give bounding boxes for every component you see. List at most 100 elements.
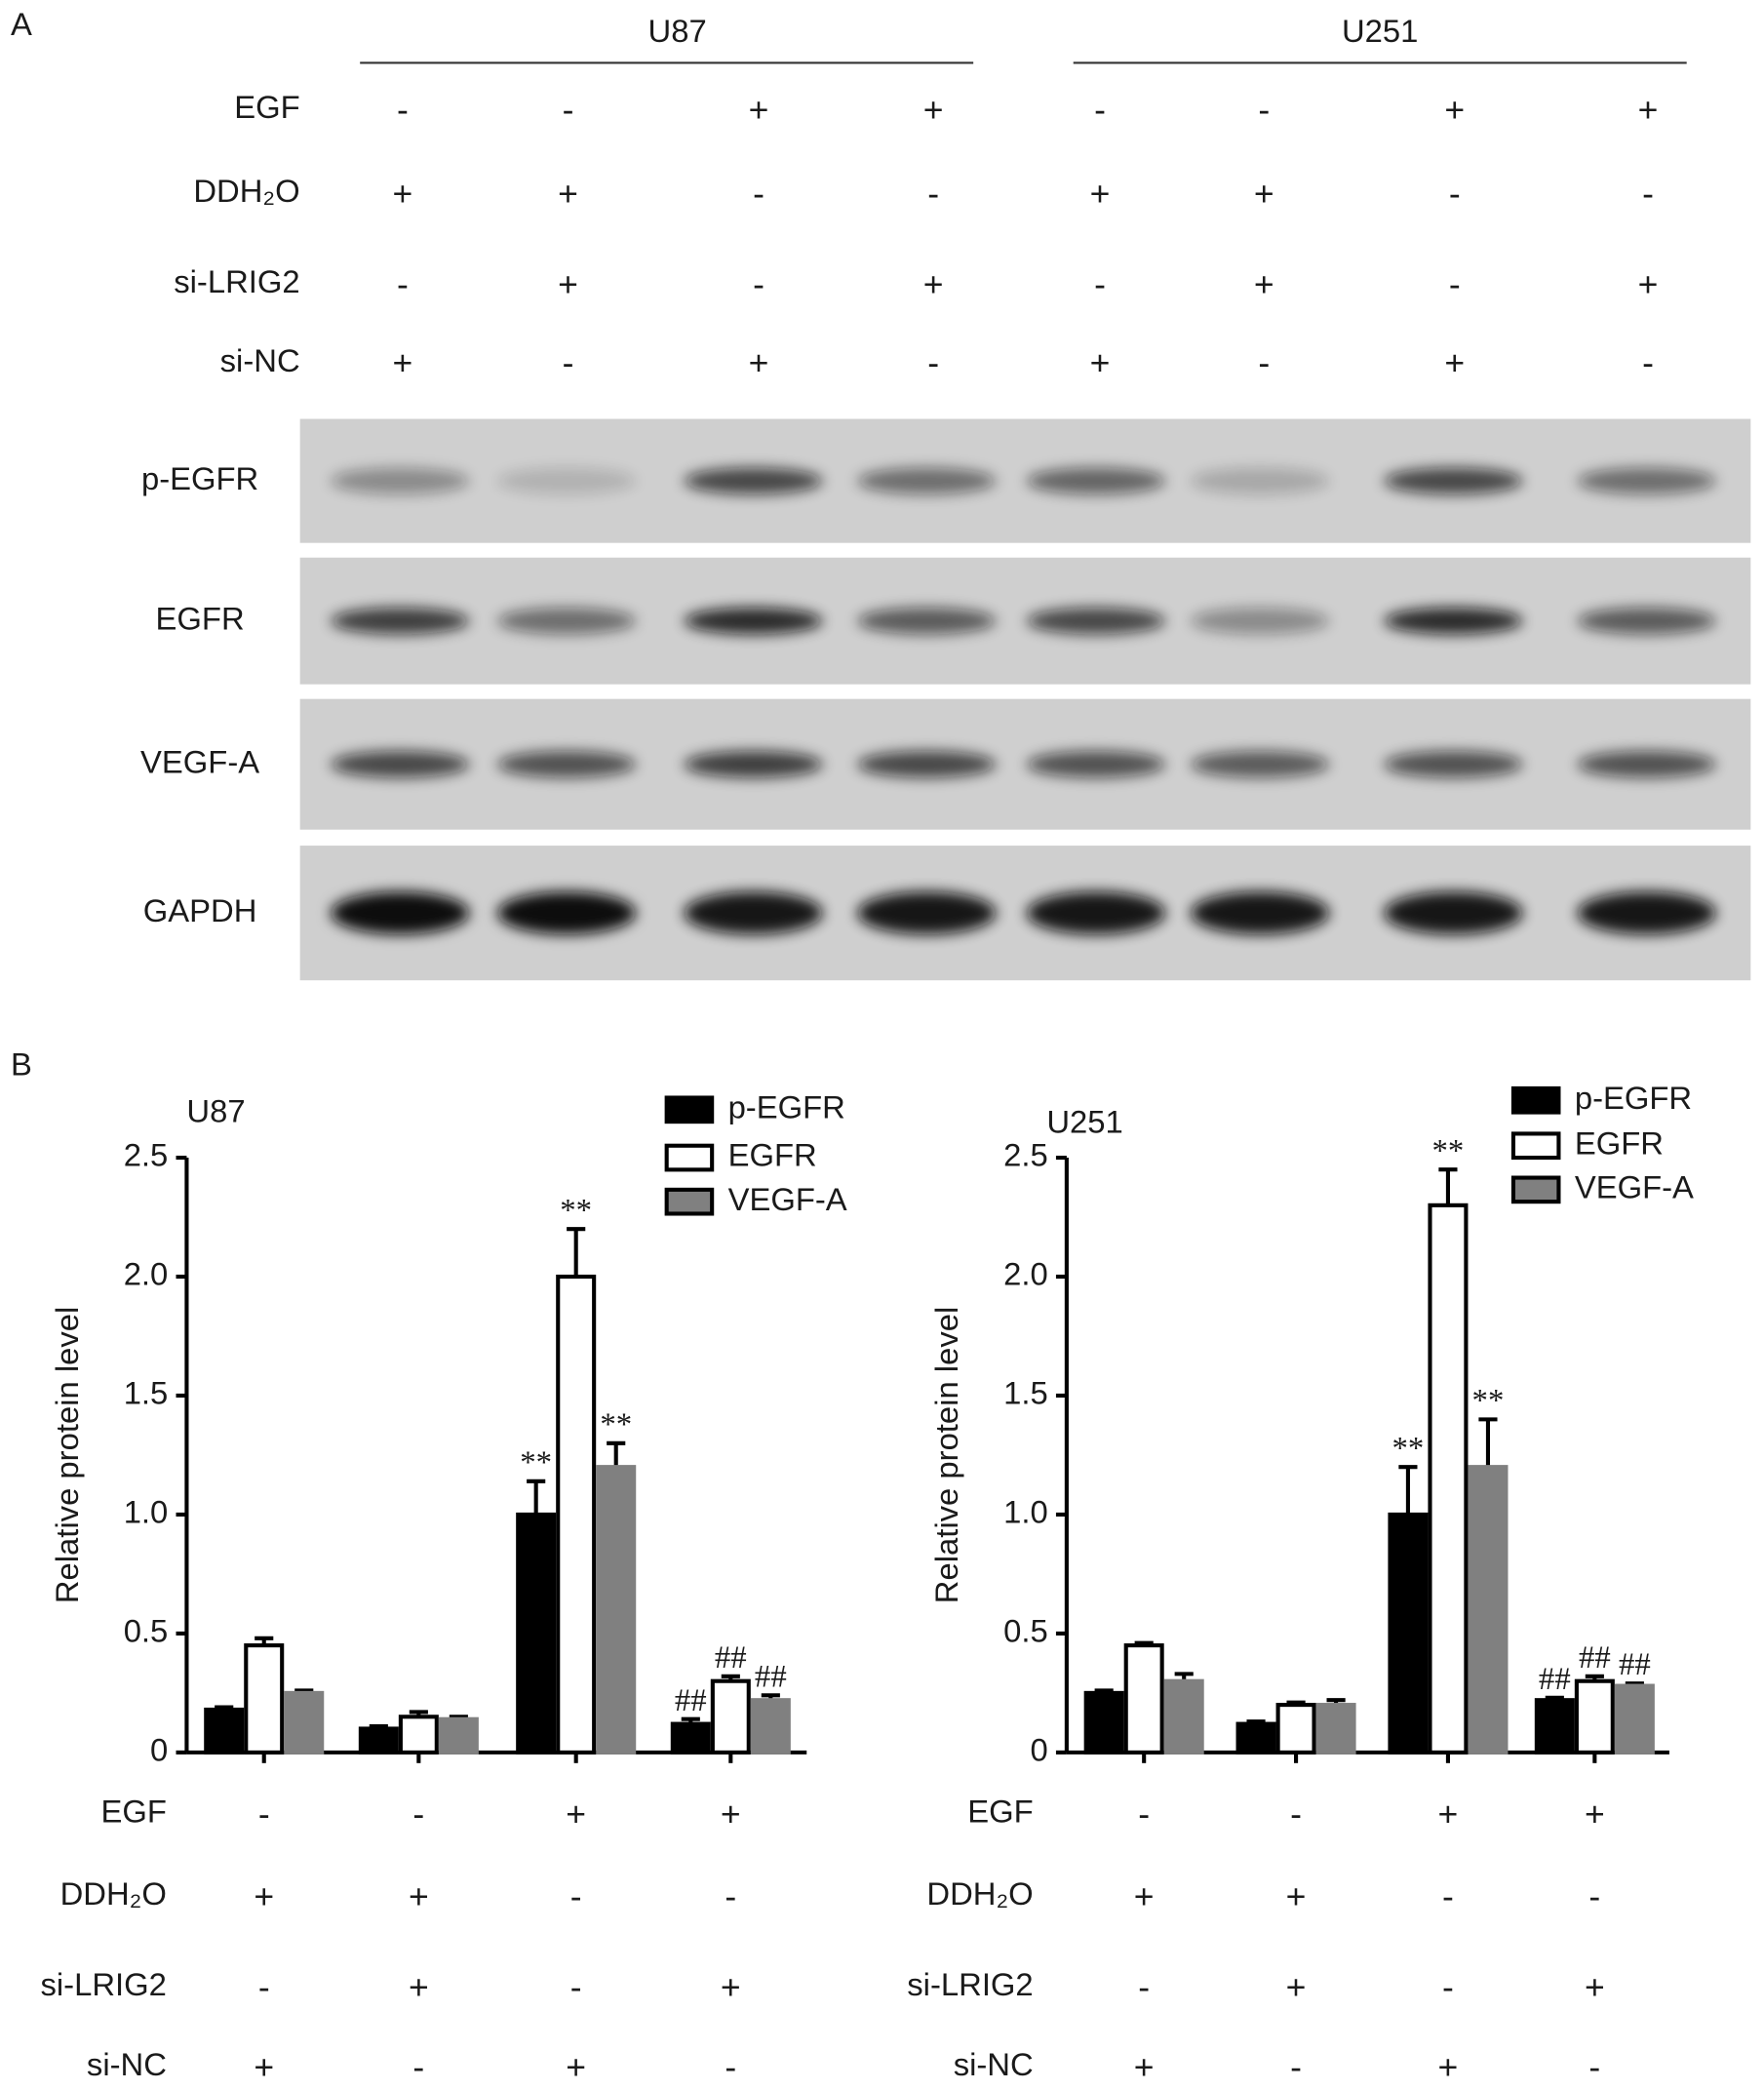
legend-label: p-EGFR — [728, 1088, 845, 1124]
blot-band — [684, 608, 823, 635]
blot-band — [857, 608, 997, 635]
condition-sign: + — [566, 2048, 586, 2087]
condition-label: si-LRIG2 — [41, 1966, 167, 2002]
condition-sign: - — [1094, 265, 1106, 304]
condition-sign: + — [558, 175, 578, 214]
bar — [1083, 1690, 1124, 1755]
condition-sign: - — [563, 343, 574, 382]
condition-sign: - — [258, 1794, 270, 1834]
blot-band — [497, 751, 637, 778]
y-tick-label: 1.0 — [1003, 1494, 1048, 1530]
blot-band — [1577, 467, 1716, 494]
condition-label: si-NC — [87, 2046, 167, 2082]
blot-band — [1384, 891, 1523, 935]
blot-band — [684, 751, 823, 778]
condition-sign: + — [923, 90, 944, 129]
condition-sign: - — [725, 1877, 736, 1916]
bar — [204, 1707, 245, 1755]
blot-band — [1026, 751, 1166, 778]
condition-sign: - — [1258, 90, 1270, 129]
band-label: GAPDH — [143, 892, 257, 928]
bar — [1235, 1721, 1276, 1755]
condition-label: DDH₂O — [60, 1875, 167, 1912]
bar — [556, 1274, 597, 1755]
blot-band — [684, 467, 823, 494]
condition-sign: + — [721, 1968, 741, 2007]
condition-sign: - — [753, 265, 764, 304]
bar — [710, 1678, 751, 1755]
blot-band — [1026, 467, 1166, 494]
condition-sign: - — [1290, 1794, 1302, 1834]
condition-sign: + — [1585, 1968, 1605, 2007]
condition-sign: + — [1090, 343, 1111, 382]
blot-band — [1577, 891, 1716, 935]
bar — [1574, 1678, 1615, 1755]
condition-sign: + — [1134, 2048, 1155, 2087]
bar — [1315, 1703, 1356, 1755]
legend-swatch — [1510, 1175, 1561, 1204]
blot-band — [1577, 608, 1716, 635]
condition-sign: - — [1258, 343, 1270, 382]
blot-band — [1191, 608, 1330, 635]
blot-band — [1026, 608, 1166, 635]
blot-band — [1384, 751, 1523, 778]
condition-sign: - — [927, 175, 939, 214]
cell-line-label: U87 — [648, 13, 707, 49]
significance-label: ** — [1432, 1133, 1465, 1168]
blot-band — [331, 891, 470, 935]
condition-sign: - — [1642, 343, 1654, 382]
condition-label: DDH₂O — [193, 173, 299, 209]
blot-band — [497, 608, 637, 635]
significance-label: ## — [1539, 1662, 1571, 1697]
blot-band — [684, 891, 823, 935]
condition-sign: - — [1588, 2048, 1600, 2087]
blot-band — [1026, 891, 1166, 935]
bar — [1534, 1698, 1575, 1755]
blot-band — [497, 891, 637, 935]
bar — [1468, 1465, 1509, 1755]
blot-band — [1191, 467, 1330, 494]
condition-sign: - — [927, 343, 939, 382]
legend-swatch — [664, 1143, 715, 1172]
condition-label: EGF — [100, 1793, 166, 1829]
y-tick-label: 2.5 — [124, 1137, 169, 1173]
condition-sign: + — [1286, 1968, 1307, 2007]
chart-title: U87 — [186, 1093, 245, 1129]
legend-swatch — [1510, 1131, 1561, 1161]
bar — [596, 1465, 637, 1755]
condition-sign: + — [749, 90, 769, 129]
condition-sign: + — [409, 1877, 429, 1916]
condition-sign: - — [753, 175, 764, 214]
condition-label: si-NC — [220, 342, 300, 378]
y-axis-label: Relative protein level — [928, 1307, 964, 1603]
chart-title: U251 — [1046, 1104, 1122, 1140]
band-label: VEGF-A — [140, 743, 259, 779]
bar — [1163, 1678, 1204, 1755]
significance-label: ** — [520, 1445, 552, 1480]
legend-label: p-EGFR — [1575, 1080, 1692, 1116]
legend-swatch — [664, 1187, 715, 1216]
blot-band — [857, 467, 997, 494]
condition-label: EGF — [967, 1793, 1033, 1829]
condition-label: DDH₂O — [926, 1875, 1033, 1912]
condition-sign: - — [563, 90, 574, 129]
significance-label: ## — [1619, 1647, 1651, 1682]
condition-sign: + — [254, 1877, 274, 1916]
blot-band — [1384, 608, 1523, 635]
significance-label: ** — [1472, 1383, 1505, 1418]
legend-label: EGFR — [728, 1137, 817, 1173]
y-tick-label: 2.0 — [124, 1256, 169, 1292]
significance-label: ## — [675, 1683, 707, 1718]
condition-sign: - — [1138, 1794, 1150, 1834]
condition-sign: - — [397, 265, 409, 304]
bar — [670, 1721, 711, 1755]
condition-sign: - — [397, 90, 409, 129]
blot-band — [331, 751, 470, 778]
condition-sign: + — [566, 1794, 586, 1834]
y-tick-label: 0 — [1030, 1732, 1047, 1768]
bar — [516, 1512, 557, 1755]
y-tick-label: 1.5 — [1003, 1375, 1048, 1411]
blot-band — [1191, 751, 1330, 778]
